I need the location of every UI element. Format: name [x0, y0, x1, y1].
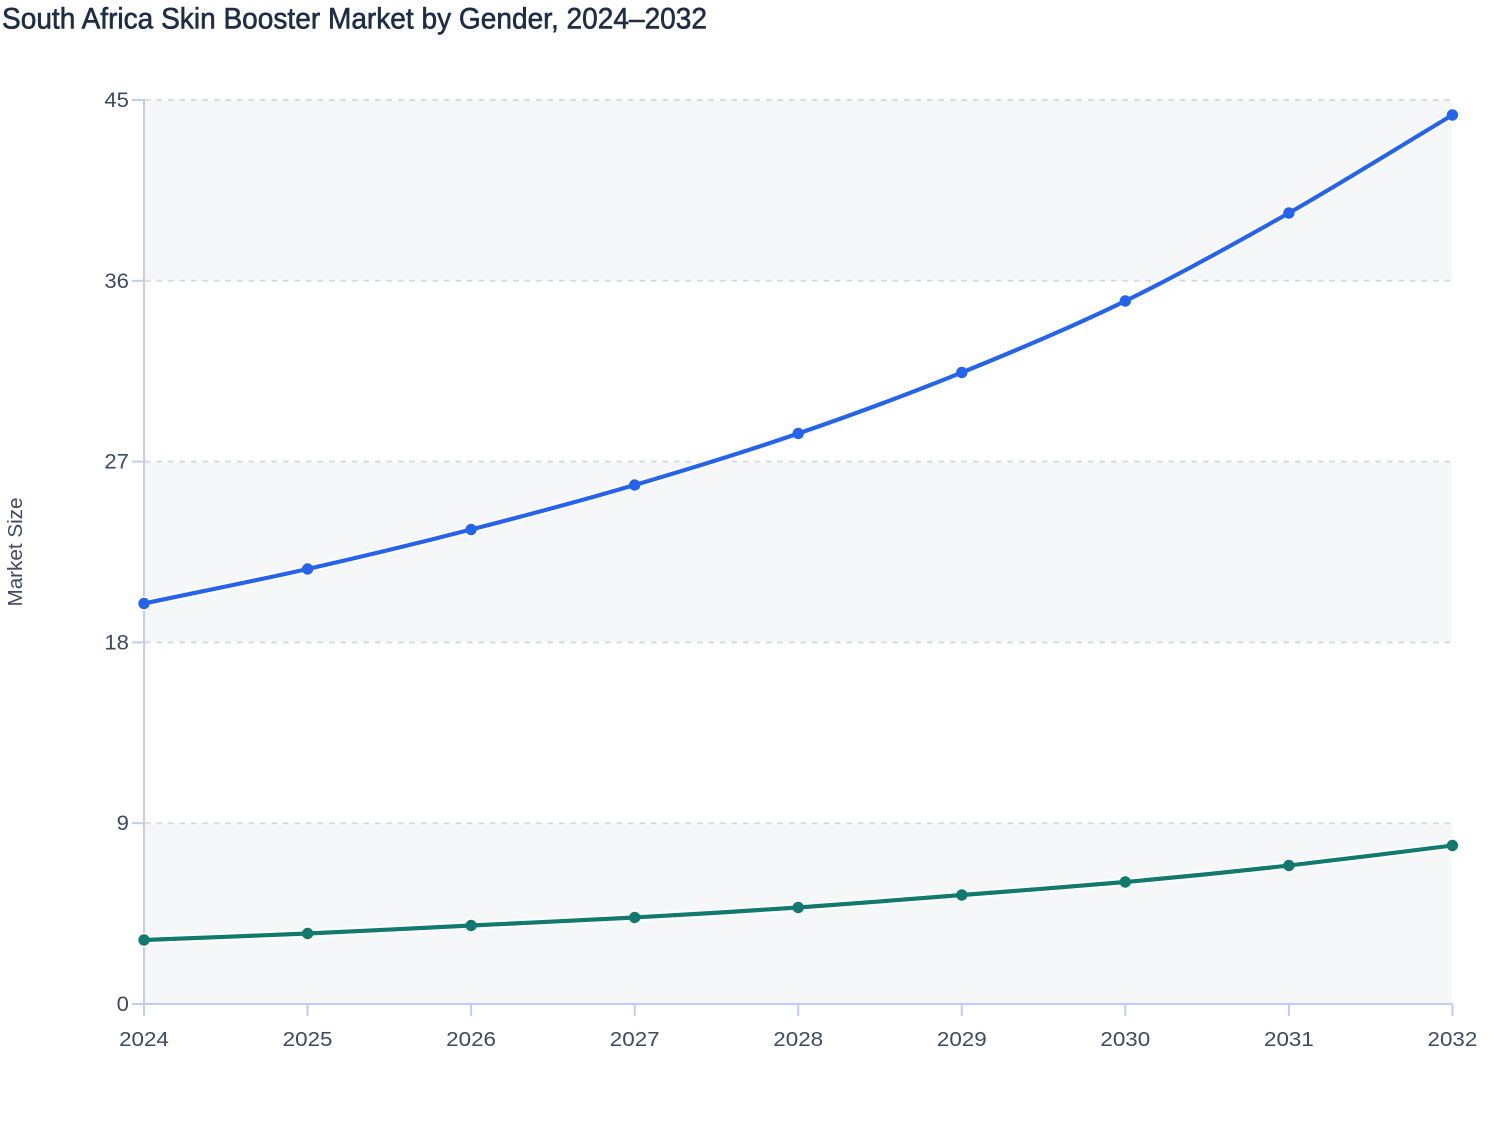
svg-text:Market Size: Market Size	[5, 498, 27, 607]
svg-text:2024: 2024	[119, 1029, 169, 1051]
svg-text:36: 36	[104, 269, 129, 293]
svg-text:2030: 2030	[1100, 1029, 1150, 1051]
svg-text:2031: 2031	[1264, 1029, 1314, 1051]
svg-text:18: 18	[104, 630, 129, 654]
svg-text:2027: 2027	[610, 1029, 660, 1051]
svg-text:2028: 2028	[773, 1029, 823, 1051]
svg-text:27: 27	[104, 450, 129, 474]
svg-text:9: 9	[117, 811, 129, 835]
svg-text:2029: 2029	[937, 1029, 987, 1051]
svg-text:45: 45	[104, 88, 129, 112]
svg-text:2032: 2032	[1428, 1029, 1478, 1051]
svg-text:2026: 2026	[446, 1029, 496, 1051]
svg-text:2025: 2025	[283, 1029, 333, 1051]
svg-text:0: 0	[117, 992, 129, 1016]
svg-text:South Africa Skin Booster Mark: South Africa Skin Booster Market by Gend…	[2, 3, 707, 36]
